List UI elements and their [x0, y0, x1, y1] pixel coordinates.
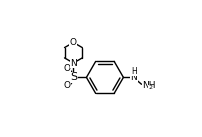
Text: O: O [69, 38, 77, 47]
Text: N: N [130, 73, 136, 82]
Text: N: N [70, 58, 76, 68]
Text: S: S [69, 72, 77, 82]
Text: NH: NH [142, 81, 155, 90]
Text: N: N [70, 58, 76, 68]
Text: O: O [63, 81, 70, 90]
Text: 2: 2 [148, 85, 152, 90]
Text: O: O [63, 64, 70, 73]
Text: H: H [130, 67, 136, 76]
